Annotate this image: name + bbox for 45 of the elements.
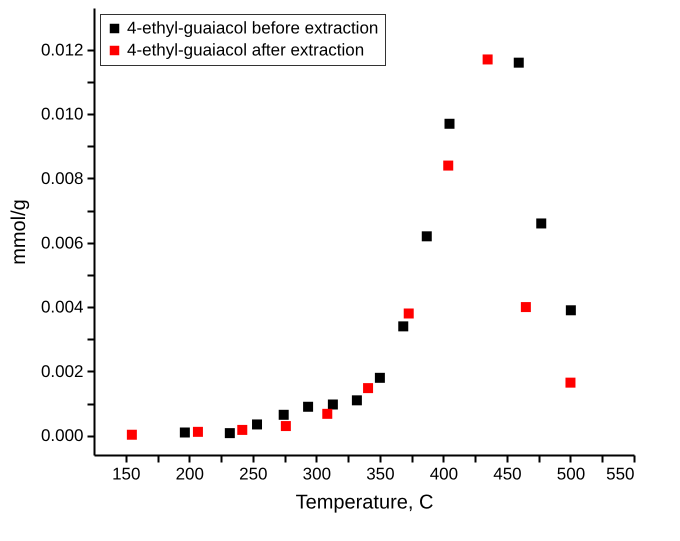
x-axis-title: Temperature, C — [296, 492, 434, 514]
point — [237, 424, 248, 435]
point — [514, 58, 524, 68]
x-tick-label: 350 — [366, 464, 395, 484]
point — [536, 218, 546, 228]
point — [280, 421, 291, 432]
point — [374, 372, 385, 383]
point — [322, 408, 332, 419]
y-tick-label: 0.006 — [40, 233, 84, 252]
point — [404, 308, 414, 319]
x-tick-label: 300 — [302, 464, 332, 484]
x-tick-label: 550 — [606, 464, 634, 484]
point — [398, 321, 408, 332]
point — [443, 160, 454, 171]
point — [363, 383, 374, 394]
point — [126, 430, 137, 440]
point — [328, 400, 338, 410]
point — [252, 419, 262, 430]
x-tick-label: 450 — [493, 464, 522, 484]
legend-label: 4-ethyl-guaiacol before extraction — [127, 18, 378, 38]
point — [565, 378, 576, 388]
point — [352, 395, 362, 406]
point — [180, 427, 190, 438]
x-tick-label: 150 — [112, 464, 140, 484]
y-tick-label: 0.002 — [40, 362, 84, 381]
x-tick-label: 400 — [430, 464, 458, 484]
y-tick-label: 0.004 — [40, 298, 84, 317]
point — [224, 428, 235, 438]
point — [303, 402, 314, 412]
y-tick-label: 0.008 — [40, 168, 84, 188]
legend-label: 4-ethyl-guaiacol after extraction — [127, 40, 364, 60]
y-tick-label: 0.010 — [40, 104, 84, 124]
y-tick-label: 0.012 — [40, 40, 84, 60]
point — [482, 54, 493, 64]
point — [192, 426, 203, 437]
point — [422, 231, 432, 242]
x-tick-label: 500 — [556, 464, 586, 484]
y-tick-label: 0.000 — [40, 426, 84, 446]
point — [566, 305, 576, 316]
point — [520, 302, 531, 312]
point — [278, 410, 289, 420]
y-axis-title: mmol/g — [8, 199, 30, 265]
x-tick-label: 200 — [176, 464, 204, 484]
point — [444, 118, 455, 129]
x-tick-label: 250 — [239, 464, 268, 484]
